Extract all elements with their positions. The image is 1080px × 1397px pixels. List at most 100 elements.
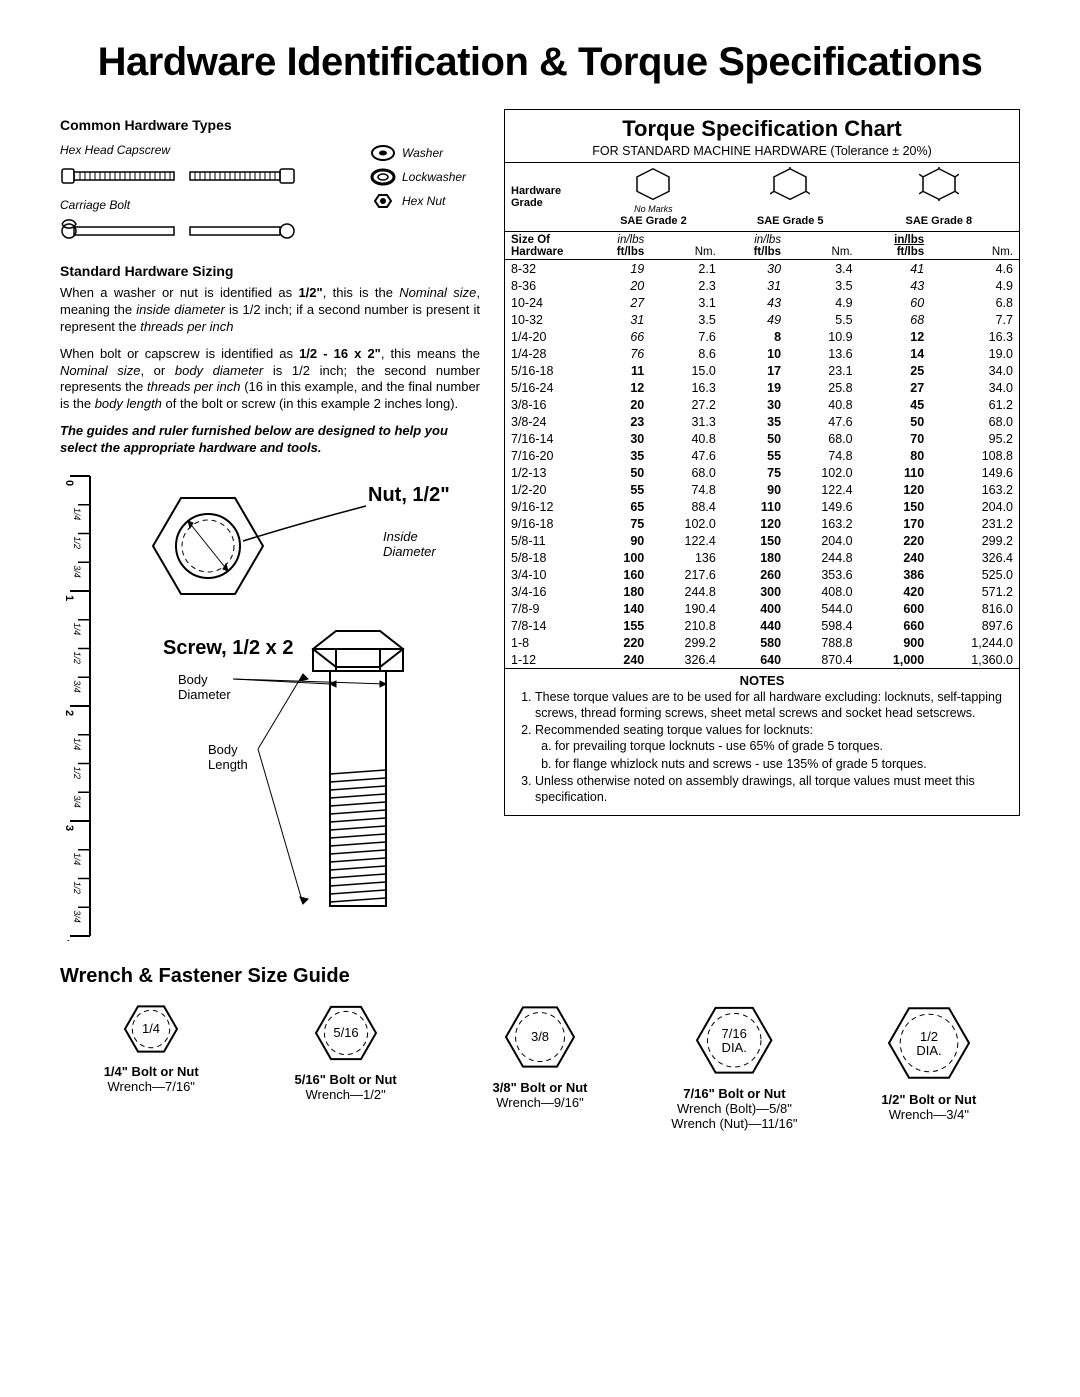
svg-text:1/4: 1/4 <box>72 738 82 751</box>
svg-text:5/16: 5/16 <box>333 1025 358 1040</box>
screw-body-dia: BodyDiameter <box>178 672 231 702</box>
wrench-item: 1/4 1/4" Bolt or NutWrench—7/16" <box>60 998 242 1131</box>
screw-diagram: Screw, 1/2 x 2 BodyDiameter BodyLength <box>108 624 478 934</box>
svg-text:1: 1 <box>63 595 75 601</box>
table-row: 7/16-143040.85068.07095.2 <box>505 430 1019 447</box>
page-title: Hardware Identification & Torque Specifi… <box>60 40 1020 85</box>
grade-8-cell: SAE Grade 8 <box>859 163 1019 232</box>
sizing-text: When a washer or nut is identified as 1/… <box>60 285 480 413</box>
hex-head-capscrew: Hex Head Capscrew <box>60 143 360 157</box>
screw-label: Screw, 1/2 x 2 <box>163 637 293 659</box>
wrench-bold: 1/4" Bolt or Nut <box>60 1064 242 1079</box>
wrench-bold: 7/16" Bolt or Nut <box>643 1086 825 1101</box>
table-row: 7/8-14155210.8440598.4660897.6 <box>505 617 1019 634</box>
sizing-title: Standard Hardware Sizing <box>60 263 480 279</box>
wrench-line: Wrench (Bolt)—5/8" <box>643 1101 825 1116</box>
table-row: 1/2-135068.075102.0110149.6 <box>505 464 1019 481</box>
grade-5-cell: SAE Grade 5 <box>722 163 859 232</box>
table-row: 10-32313.5495.5687.7 <box>505 311 1019 328</box>
wrench-line: Wrench—7/16" <box>60 1079 242 1094</box>
hex-icon: 1/2DIA. <box>884 998 974 1088</box>
table-row: 1-12240326.4640870.41,0001,360.0 <box>505 651 1019 669</box>
left-column: Common Hardware Types Hex Head Capscrew <box>60 109 480 941</box>
washer-item: Washer <box>370 143 480 163</box>
table-row: 5/8-18100136180244.8240326.4 <box>505 549 1019 566</box>
hex-head-icon <box>60 161 320 191</box>
no-marks-label: No Marks <box>634 204 673 214</box>
lockwasher-item: Lockwasher <box>370 167 480 187</box>
guides-note: The guides and ruler furnished below are… <box>60 423 480 457</box>
nut-diagram: Nut, 1/2" InsideDiameter <box>108 471 478 621</box>
table-row: 8-36202.3313.5434.9 <box>505 277 1019 294</box>
wrench-line: Wrench—9/16" <box>449 1095 631 1110</box>
hw-grade-label: Hardware Grade <box>505 163 585 232</box>
carriage-bolt: Carriage Bolt <box>60 198 360 212</box>
table-row: 5/8-1190122.4150204.0220299.2 <box>505 532 1019 549</box>
table-row: 9/16-126588.4110149.6150204.0 <box>505 498 1019 515</box>
svg-text:1/2: 1/2 <box>72 537 82 550</box>
hex-icon: 5/16 <box>311 998 381 1068</box>
torque-table: Hardware Grade No Marks SAE Grade 2 SAE … <box>505 162 1019 669</box>
svg-text:1/2: 1/2 <box>72 882 82 895</box>
svg-text:1/2: 1/2 <box>920 1029 938 1044</box>
nut-callout: InsideDiameter <box>383 529 436 559</box>
carriage-label: Carriage Bolt <box>60 198 130 212</box>
svg-text:3/4: 3/4 <box>72 565 82 578</box>
svg-text:1/4: 1/4 <box>72 853 82 866</box>
table-row: 5/16-241216.31925.82734.0 <box>505 379 1019 396</box>
wrench-line: Wrench (Nut)—11/16" <box>643 1116 825 1131</box>
lockwasher-label: Lockwasher <box>402 170 466 184</box>
note-1: These torque values are to be used for a… <box>535 690 1009 721</box>
size-hdr: Size OfHardware <box>505 232 585 260</box>
table-row: 7/8-9140190.4400544.0600816.0 <box>505 600 1019 617</box>
svg-text:1/2: 1/2 <box>72 652 82 665</box>
svg-text:1/4: 1/4 <box>72 623 82 636</box>
note-2a: for prevailing torque locknuts - use 65%… <box>555 739 1009 755</box>
lockwasher-icon <box>370 167 396 187</box>
table-row: 3/4-16180244.8300408.0420571.2 <box>505 583 1019 600</box>
note-2: Recommended seating torque values for lo… <box>535 723 1009 772</box>
sizing-p1: When a washer or nut is identified as 1/… <box>60 285 480 336</box>
svg-text:1/2: 1/2 <box>72 767 82 780</box>
hex-head-label: Hex Head Capscrew <box>60 143 170 157</box>
washer-icon <box>370 143 396 163</box>
hex-icon: 1/4 <box>120 998 182 1060</box>
table-row: 10-24273.1434.9606.8 <box>505 294 1019 311</box>
hw-types-title: Common Hardware Types <box>60 117 480 133</box>
table-row: 9/16-1875102.0120163.2170231.2 <box>505 515 1019 532</box>
grade-5-label: SAE Grade 5 <box>757 215 824 227</box>
wrench-item: 5/16 5/16" Bolt or NutWrench—1/2" <box>254 998 436 1131</box>
main-columns: Common Hardware Types Hex Head Capscrew <box>60 109 1020 941</box>
washer-label: Washer <box>402 146 443 160</box>
wrench-title: Wrench & Fastener Size Guide <box>60 965 1020 988</box>
wrench-line: Wrench—3/4" <box>838 1107 1020 1122</box>
table-row: 3/8-242331.33547.65068.0 <box>505 413 1019 430</box>
grade-8-label: SAE Grade 8 <box>905 215 972 227</box>
wrench-item: 3/83/8" Bolt or NutWrench—9/16" <box>449 998 631 1131</box>
right-column: Torque Specification Chart FOR STANDARD … <box>504 109 1020 941</box>
grade-2-cell: No Marks SAE Grade 2 <box>585 163 722 232</box>
svg-text:2: 2 <box>63 710 75 716</box>
wrench-item: 7/16DIA. 7/16" Bolt or NutWrench (Bolt)—5… <box>643 998 825 1131</box>
hexnut-label: Hex Nut <box>402 194 445 208</box>
hex-icon: 7/16DIA. <box>692 998 776 1082</box>
svg-text:DIA.: DIA. <box>722 1040 747 1055</box>
wrench-bold: 5/16" Bolt or Nut <box>254 1072 436 1087</box>
nut-label: Nut, 1/2" <box>368 484 450 506</box>
table-row: 8-32192.1303.4414.6 <box>505 260 1019 278</box>
table-row: 1-8220299.2580788.89001,244.0 <box>505 634 1019 651</box>
carriage-bolt-icon <box>60 216 320 246</box>
hexnut-icon <box>370 191 396 211</box>
wrench-line: Wrench—1/2" <box>254 1087 436 1102</box>
svg-text:3/4: 3/4 <box>72 680 82 693</box>
hw-types-block: Hex Head Capscrew <box>60 139 480 249</box>
svg-text:DIA.: DIA. <box>916 1043 941 1058</box>
wrench-section: Wrench & Fastener Size Guide 1/4 1/4" Bol… <box>60 965 1020 1131</box>
wrench-item: 1/2DIA.1/2" Bolt or NutWrench—3/4" <box>838 998 1020 1131</box>
svg-text:0: 0 <box>63 480 75 486</box>
wrench-row: 1/4 1/4" Bolt or NutWrench—7/16" 5/16 5/16"… <box>60 998 1020 1131</box>
table-row: 3/4-10160217.6260353.6386525.0 <box>505 566 1019 583</box>
hex-icon: 3/8 <box>501 998 579 1076</box>
notes-list: These torque values are to be used for a… <box>505 688 1019 815</box>
chart-title: Torque Specification Chart <box>505 110 1019 144</box>
